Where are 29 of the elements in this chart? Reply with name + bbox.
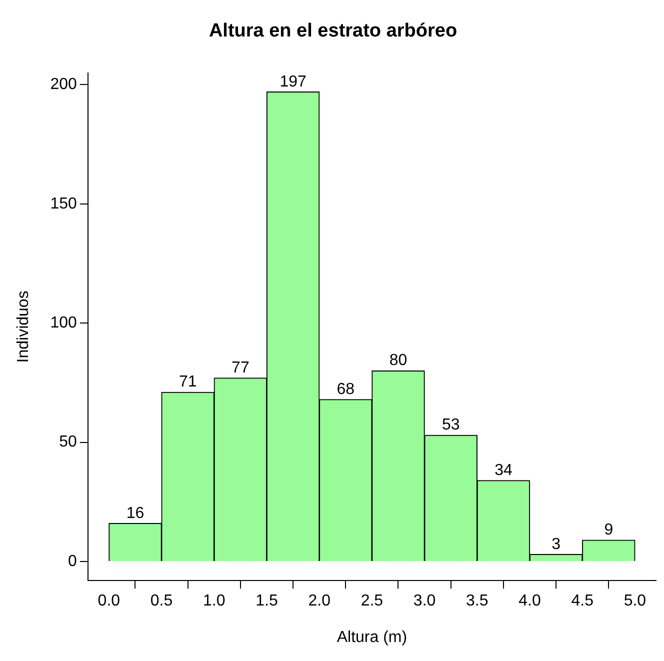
data-label: 34 — [494, 462, 512, 479]
data-label: 197 — [280, 73, 306, 90]
y-tick-label: 50 — [59, 434, 77, 451]
x-tick-label: 1.0 — [203, 592, 226, 610]
x-axis-title: Altura (m) — [336, 628, 408, 646]
data-label: 3 — [552, 536, 561, 553]
data-label: 77 — [232, 359, 250, 376]
x-tick-label: 4.0 — [518, 592, 541, 610]
chart-title: Altura en el estrato arbóreo — [208, 20, 458, 42]
x-tick-label: 4.5 — [571, 592, 594, 610]
data-label: 16 — [126, 504, 144, 522]
x-tick-label: 3.0 — [413, 592, 436, 610]
x-tick-label: 3.5 — [466, 592, 488, 610]
x-tick-label: 2.5 — [360, 592, 384, 610]
x-tick-label: 0.0 — [98, 592, 120, 610]
y-axis-title: Individuos — [15, 290, 32, 363]
data-label: 71 — [178, 374, 197, 391]
data-label: 9 — [604, 521, 614, 538]
data-label: 80 — [389, 352, 408, 370]
x-tick-label: 2.0 — [308, 592, 331, 610]
x-tick-label: 1.5 — [256, 592, 278, 610]
y-tick-label: 150 — [50, 195, 77, 212]
y-tick-label: 0 — [68, 552, 77, 570]
x-tick-label: 0.5 — [150, 592, 173, 610]
x-tick-label: 5.0 — [624, 592, 646, 610]
data-label: 53 — [442, 416, 460, 434]
y-tick-label: 200 — [50, 76, 77, 94]
data-label: 68 — [336, 380, 355, 398]
y-tick-label: 100 — [50, 314, 77, 332]
